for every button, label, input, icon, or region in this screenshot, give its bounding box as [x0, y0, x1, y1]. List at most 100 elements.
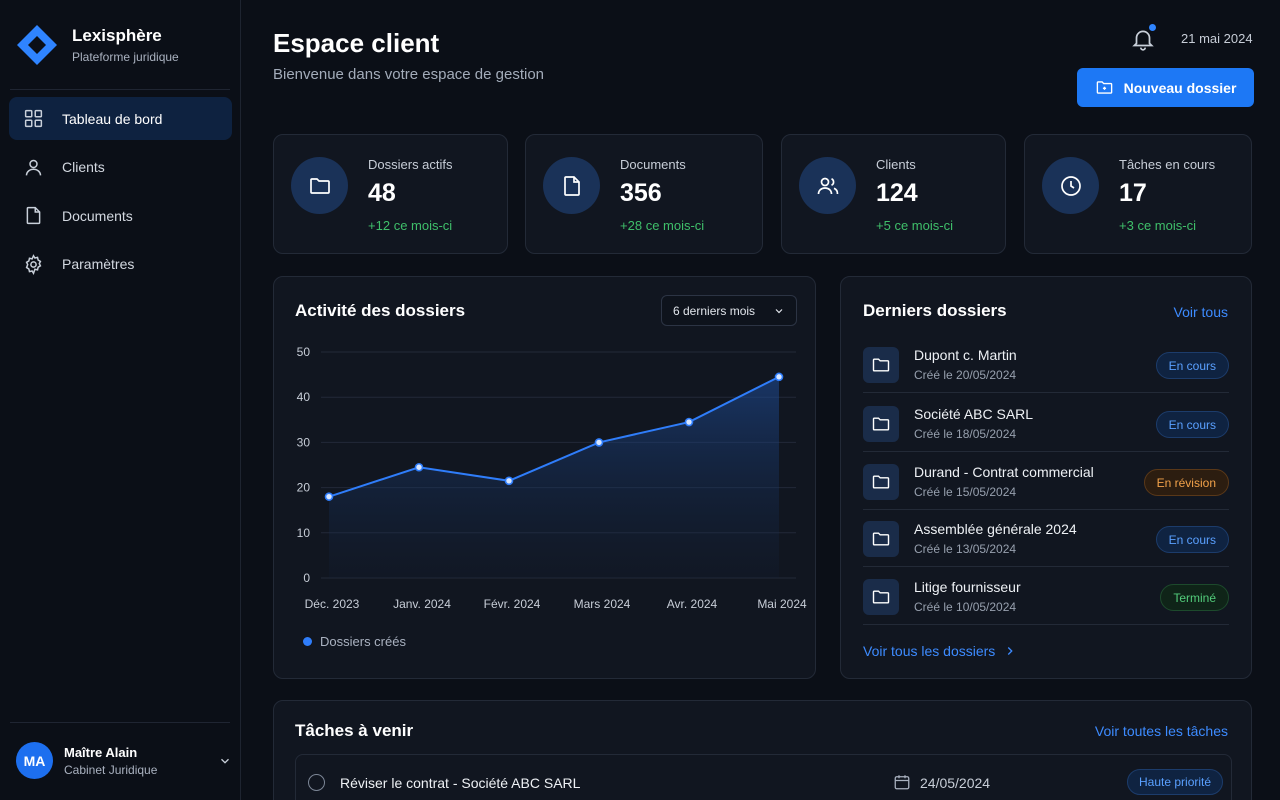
sidebar-item-clients[interactable]: Clients: [9, 146, 232, 189]
folder-icon: [863, 347, 899, 383]
page-subtitle: Bienvenue dans votre espace de gestion: [273, 66, 545, 83]
stat-delta: +5 ce mois-ci: [876, 218, 953, 233]
sidebar-item-documents[interactable]: Documents: [9, 194, 232, 237]
stat-icon: [799, 157, 856, 214]
status-badge: En cours: [1155, 352, 1229, 379]
folder-icon: [309, 177, 330, 194]
folder-row[interactable]: Assemblée générale 2024 Créé le 13/05/20…: [863, 509, 1229, 567]
series-line: [328, 375, 780, 498]
period-select[interactable]: 6 derniers mois: [661, 295, 797, 326]
folder-row[interactable]: Dupont c. Martin Créé le 20/05/2024 En c…: [863, 335, 1229, 393]
current-date: 21 mai 2024: [1181, 31, 1253, 46]
see-all-folders-bottom-link[interactable]: Voir tous les dossiers: [863, 643, 1017, 659]
avatar: MA: [16, 742, 53, 779]
priority-badge: Haute priorité: [1127, 769, 1224, 795]
folder-name: Société ABC SARL: [914, 406, 1034, 422]
task-label: Réviser le contrat - Société ABC SARL: [340, 775, 581, 791]
notification-dot: [1148, 23, 1157, 32]
sidebar-item-dashboard[interactable]: Tableau de bord: [9, 97, 232, 140]
data-point[interactable]: [504, 476, 514, 486]
sidebar-item-label: Clients: [62, 159, 105, 175]
legend-dot: [303, 637, 312, 646]
period-select-value: 6 derniers mois: [673, 303, 756, 318]
user-menu[interactable]: MA Maître Alain Cabinet Juridique: [16, 742, 232, 779]
stat-label: Tâches en cours: [1119, 157, 1216, 172]
folder-icon: [863, 464, 899, 500]
data-point[interactable]: [774, 372, 784, 382]
stat-label: Documents: [620, 157, 686, 172]
folder-date: Créé le 10/05/2024: [914, 600, 1017, 614]
tasks-card: Tâches à venir Voir toutes les tâches Ré…: [273, 700, 1252, 800]
data-point[interactable]: [414, 462, 424, 472]
brand[interactable]: Lexisphère Plateforme juridique: [16, 24, 179, 66]
x-tick-label: Mai 2024: [757, 597, 807, 611]
sidebar-item-label: Tableau de bord: [62, 110, 163, 127]
folder-date: Créé le 20/05/2024: [914, 368, 1017, 382]
brand-logo-icon: [16, 24, 58, 66]
sidebar-item-label: Documents: [62, 207, 133, 224]
stat-card-clients: Clients 124 +5 ce mois-ci: [781, 134, 1006, 254]
task-checkbox[interactable]: [308, 774, 325, 791]
folder-name: Litige fournisseur: [914, 579, 1021, 595]
file-icon: [26, 206, 41, 225]
stat-value: 17: [1119, 179, 1147, 207]
users-icon: [817, 177, 838, 194]
folder-row[interactable]: Durand - Contrat commercial Créé le 15/0…: [863, 452, 1229, 510]
folder-row[interactable]: Société ABC SARL Créé le 18/05/2024 En c…: [863, 394, 1229, 452]
folder-name: Dupont c. Martin: [914, 347, 1017, 363]
folder-row[interactable]: Litige fournisseur Créé le 10/05/2024 Te…: [863, 567, 1229, 625]
x-tick-label: Janv. 2024: [393, 597, 451, 611]
x-tick-label: Déc. 2023: [305, 597, 360, 611]
stat-value: 48: [368, 179, 396, 207]
series-area: [329, 376, 779, 578]
stat-value: 124: [876, 179, 918, 207]
brand-subtitle: Plateforme juridique: [72, 50, 179, 64]
grid-icon: [24, 109, 43, 128]
stat-value: 356: [620, 179, 662, 207]
data-point[interactable]: [324, 492, 334, 501]
see-all-tasks-link[interactable]: Voir toutes les tâches: [1094, 723, 1228, 739]
tasks-title: Tâches à venir: [295, 721, 414, 740]
data-point[interactable]: [594, 438, 604, 447]
page-title: Espace client: [273, 28, 440, 58]
y-tick-label: 10: [297, 526, 311, 540]
folder-name: Assemblée générale 2024: [914, 521, 1077, 537]
folder-date: Créé le 13/05/2024: [914, 542, 1017, 556]
stat-icon: [1042, 157, 1099, 214]
bell-icon[interactable]: [1130, 26, 1156, 52]
gear-icon: [25, 253, 42, 275]
y-tick-label: 30: [297, 435, 311, 449]
folder-name: Durand - Contrat commercial: [914, 464, 1094, 480]
sidebar-divider: [10, 722, 230, 723]
folder-icon: [863, 579, 899, 615]
x-tick-label: Févr. 2024: [484, 597, 541, 611]
stat-label: Clients: [876, 157, 916, 172]
x-tick-label: Mars 2024: [574, 597, 631, 611]
brand-name: Lexisphère: [72, 26, 162, 45]
clock-icon: [1060, 175, 1081, 196]
recent-folders-card: Derniers dossiers Voir tous Dupont c. Ma…: [840, 276, 1252, 679]
calendar-icon: [894, 775, 910, 790]
chevron-down-icon: [775, 309, 783, 314]
sidebar: Lexisphère Plateforme juridique Tableau …: [0, 0, 241, 800]
stat-delta: +3 ce mois-ci: [1119, 218, 1196, 233]
user-name: Maître Alain: [64, 744, 138, 760]
activity-chart: 0 10 20 30 40 50 Déc. 2023 Janv. 2024 Févr. 2024…: [297, 345, 807, 611]
task-row[interactable]: Réviser le contrat - Société ABC SARL 24…: [295, 754, 1232, 800]
stat-delta: +28 ce mois-ci: [620, 218, 705, 233]
sidebar-item-settings[interactable]: Paramètres: [9, 243, 232, 286]
stat-card-documents: Documents 356 +28 ce mois-ci: [525, 134, 763, 254]
folder-icon: [863, 521, 899, 557]
folder-date: Créé le 18/05/2024: [914, 427, 1017, 441]
see-all-folders-link[interactable]: Voir tous: [1173, 304, 1228, 320]
y-tick-label: 50: [297, 345, 311, 359]
y-tick-label: 20: [297, 481, 311, 495]
status-badge: En cours: [1155, 526, 1229, 553]
chevron-down-icon[interactable]: [218, 754, 232, 768]
user-icon: [25, 159, 42, 175]
stat-label: Dossiers actifs: [368, 157, 453, 172]
activity-card: Activité des dossiers 6 derniers mois 0 1…: [273, 276, 816, 679]
new-folder-button[interactable]: Nouveau dossier: [1077, 68, 1254, 107]
data-point[interactable]: [684, 417, 694, 427]
recent-title: Derniers dossiers: [863, 301, 1007, 320]
